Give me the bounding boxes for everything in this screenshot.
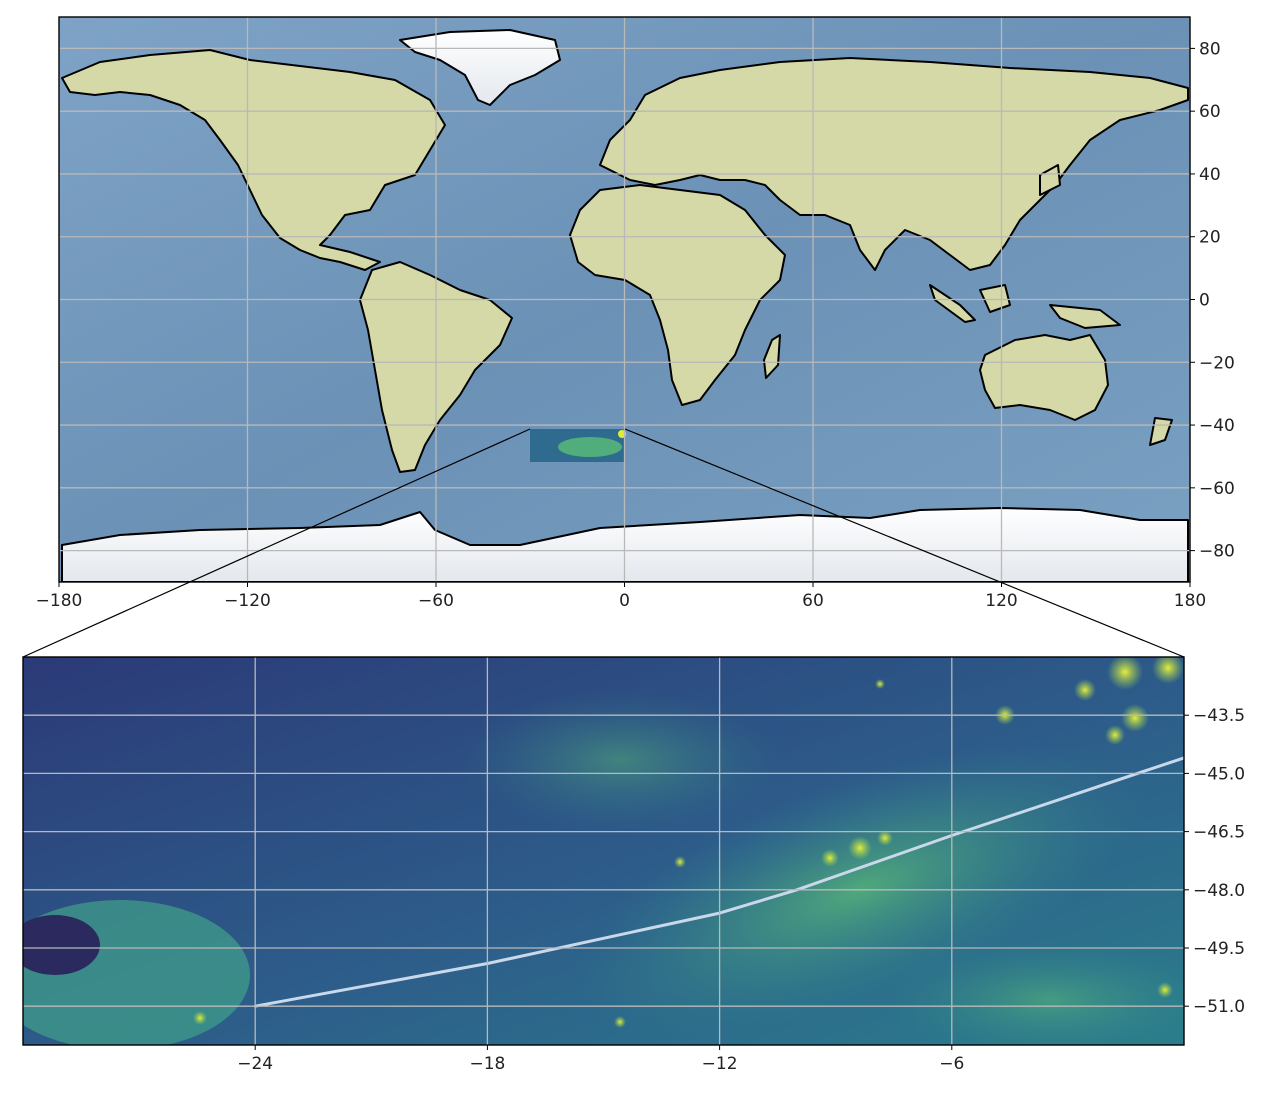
seamount-9	[877, 830, 893, 846]
seamount-14	[193, 1011, 207, 1025]
zoom-y-tick-label: −51.0	[1193, 997, 1245, 1017]
seamount-1	[1107, 657, 1143, 690]
australia-landmass	[979, 334, 1109, 421]
zoom-y-tick-label: −46.5	[1193, 823, 1245, 843]
world-x-tick-label: 0	[619, 591, 630, 611]
japan-landmass	[1039, 164, 1061, 196]
world-gridlines	[59, 17, 1190, 582]
zoom-y-tick-label: −48.0	[1193, 881, 1245, 901]
world-y-tick-label: 0	[1199, 291, 1210, 311]
zoom-map: −24 −18 −12 −6 −43.5 −45.0 −46.5 −48.0 −49.5 −51…	[22, 656, 1245, 1074]
seamount-5	[1105, 725, 1125, 745]
world-x-axis: −180 −120 −60 0 60 120 180	[36, 582, 1206, 611]
seamount-10	[674, 856, 686, 868]
world-y-tick-label: 80	[1199, 39, 1221, 59]
zoom-map-frame	[22, 656, 1185, 1046]
zoom-y-tick-label: −43.5	[1193, 706, 1245, 726]
seamount-11	[614, 1016, 626, 1028]
zoom-x-axis: −24 −18 −12 −6	[237, 1045, 964, 1074]
world-y-tick-label: −80	[1199, 542, 1235, 562]
world-x-tick-label: 60	[802, 591, 824, 611]
world-x-tick-label: −120	[224, 591, 271, 611]
world-y-tick-label: 60	[1199, 102, 1221, 122]
world-x-tick-label: −180	[36, 591, 83, 611]
north-america-landmass	[61, 49, 446, 271]
world-x-tick-label: 180	[1174, 591, 1206, 611]
world-x-tick-label: 120	[985, 591, 1017, 611]
zoom-x-tick-label: −24	[237, 1054, 273, 1074]
ship-track-line	[253, 756, 1184, 1008]
world-y-tick-label: 40	[1199, 165, 1221, 185]
inset-region-ridge	[558, 437, 622, 457]
new-guinea-landmass	[1049, 304, 1121, 329]
zoom-x-tick-label: −12	[702, 1054, 738, 1074]
seamount-12	[875, 679, 885, 689]
madagascar-landmass	[763, 334, 781, 379]
borneo-landmass	[979, 284, 1011, 313]
world-map: −180 −120 −60 0 60 120 180 806040200−20−40−60−…	[36, 16, 1235, 611]
seamount-8	[821, 849, 839, 867]
world-y-tick-label: −40	[1199, 416, 1235, 436]
zoom-y-tick-label: −49.5	[1193, 939, 1245, 959]
seamount-3	[1074, 679, 1096, 701]
zoom-y-tick-label: −45.0	[1193, 764, 1245, 784]
ridge-glow-south	[880, 940, 1184, 1045]
world-y-tick-label: −60	[1199, 479, 1235, 499]
zoom-x-tick-label: −18	[469, 1054, 505, 1074]
southwest-deep	[23, 915, 100, 975]
seamount-7	[848, 836, 872, 860]
seamount-13	[1157, 982, 1173, 998]
sumatra-landmass	[929, 284, 976, 323]
zoom-connector-left	[22, 428, 531, 658]
zoom-y-axis: −43.5 −45.0 −46.5 −48.0 −49.5 −51.0	[1184, 706, 1245, 1017]
zoom-x-tick-label: −6	[939, 1054, 964, 1074]
seamount-4	[1121, 704, 1149, 732]
world-y-axis: 80 60 40 20 0 −20 −40 −60 −80	[1190, 39, 1235, 562]
ridge-glow-north	[460, 690, 780, 830]
world-y-tick-label: 20	[1199, 228, 1221, 248]
zoom-connector-right	[624, 428, 1185, 658]
africa-landmass	[569, 184, 786, 406]
world-x-tick-label: −60	[418, 591, 454, 611]
zoom-gridlines	[23, 657, 1184, 1045]
world-y-tick-label: −20	[1199, 353, 1235, 373]
seamount-2	[1152, 657, 1184, 684]
